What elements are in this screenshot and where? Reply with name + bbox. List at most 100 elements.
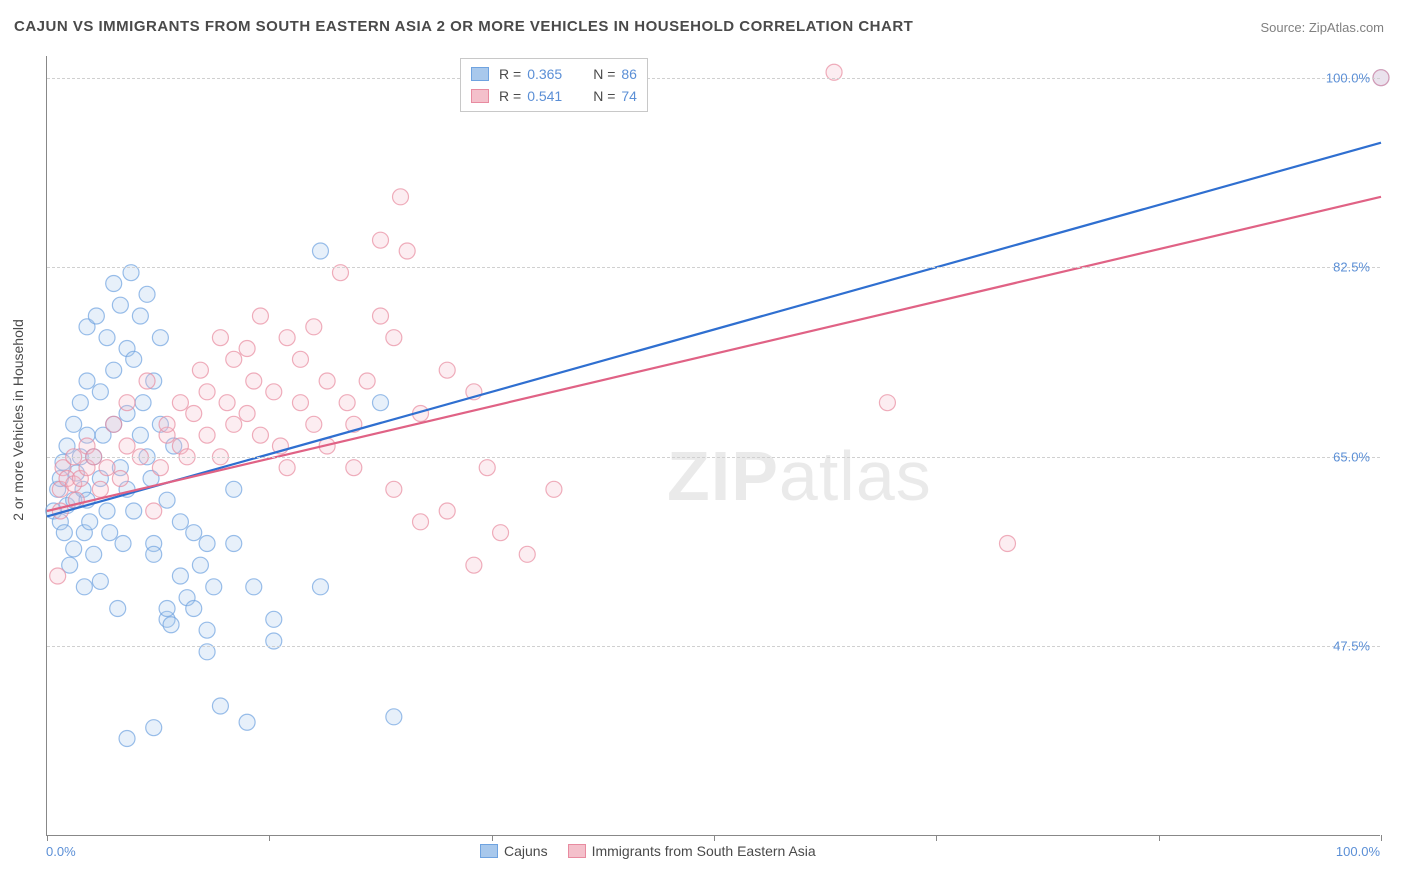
data-point [373, 395, 389, 411]
data-point [219, 395, 235, 411]
data-point [192, 362, 208, 378]
data-point [246, 373, 262, 389]
x-axis-min-label: 0.0% [46, 844, 76, 859]
data-point [373, 308, 389, 324]
data-point [99, 330, 115, 346]
data-point [172, 568, 188, 584]
data-point [56, 525, 72, 541]
data-point [439, 503, 455, 519]
data-point [306, 416, 322, 432]
data-point [119, 731, 135, 747]
data-point [163, 617, 179, 633]
n-label: N = [593, 88, 615, 104]
y-tick-label: 65.0% [1333, 449, 1370, 464]
legend-row: R = 0.541 N = 74 [471, 85, 637, 107]
x-tick [492, 835, 493, 841]
data-point [199, 427, 215, 443]
data-point [292, 395, 308, 411]
n-value: 74 [621, 88, 637, 104]
data-point [82, 514, 98, 530]
y-tick-label: 47.5% [1333, 639, 1370, 654]
data-point [119, 395, 135, 411]
data-point [239, 714, 255, 730]
data-point [159, 492, 175, 508]
scatter-svg [47, 56, 1380, 835]
legend-swatch [568, 844, 586, 858]
legend-series-name: Immigrants from South Eastern Asia [592, 843, 816, 859]
data-point [146, 503, 162, 519]
data-point [88, 308, 104, 324]
data-point [226, 481, 242, 497]
source-attribution: Source: ZipAtlas.com [1260, 20, 1384, 35]
data-point [186, 406, 202, 422]
data-point [306, 319, 322, 335]
data-point [399, 243, 415, 259]
data-point [139, 286, 155, 302]
legend-swatch [471, 89, 489, 103]
data-point [126, 503, 142, 519]
data-point [252, 427, 268, 443]
data-point [266, 384, 282, 400]
data-point [479, 460, 495, 476]
gridline [47, 457, 1380, 458]
r-label: R = [499, 88, 521, 104]
r-value: 0.541 [527, 88, 577, 104]
data-point [386, 330, 402, 346]
data-point [252, 308, 268, 324]
data-point [66, 541, 82, 557]
y-tick-label: 100.0% [1326, 70, 1370, 85]
data-point [50, 568, 66, 584]
data-point [226, 351, 242, 367]
legend-item: Immigrants from South Eastern Asia [568, 843, 816, 859]
data-point [546, 481, 562, 497]
data-point [312, 243, 328, 259]
data-point [132, 308, 148, 324]
data-point [292, 351, 308, 367]
data-point [439, 362, 455, 378]
data-point [346, 460, 362, 476]
data-point [199, 384, 215, 400]
data-point [373, 232, 389, 248]
data-point [152, 330, 168, 346]
data-point [72, 395, 88, 411]
data-point [112, 297, 128, 313]
data-point [999, 536, 1015, 552]
chart-title: CAJUN VS IMMIGRANTS FROM SOUTH EASTERN A… [14, 18, 913, 35]
data-point [519, 546, 535, 562]
data-point [359, 373, 375, 389]
x-tick [47, 835, 48, 841]
data-point [199, 622, 215, 638]
data-point [246, 579, 262, 595]
data-point [135, 395, 151, 411]
data-point [99, 503, 115, 519]
data-point [86, 546, 102, 562]
legend-row: R =0.365N =86 [471, 63, 637, 85]
data-point [192, 557, 208, 573]
data-point [279, 460, 295, 476]
data-point [212, 698, 228, 714]
data-point [112, 471, 128, 487]
data-point [226, 536, 242, 552]
data-point [172, 395, 188, 411]
data-point [466, 557, 482, 573]
data-point [226, 416, 242, 432]
data-point [879, 395, 895, 411]
data-point [102, 525, 118, 541]
data-point [386, 481, 402, 497]
legend-item: Cajuns [480, 843, 548, 859]
data-point [159, 416, 175, 432]
data-point [126, 351, 142, 367]
data-point [106, 276, 122, 292]
data-point [206, 579, 222, 595]
data-point [115, 536, 131, 552]
y-tick-label: 82.5% [1333, 260, 1370, 275]
data-point [279, 330, 295, 346]
n-label: N = [593, 66, 615, 82]
data-point [99, 460, 115, 476]
trend-line [47, 143, 1381, 517]
data-point [79, 373, 95, 389]
data-point [92, 481, 108, 497]
legend-swatch [471, 67, 489, 81]
x-tick [936, 835, 937, 841]
data-point [152, 460, 168, 476]
